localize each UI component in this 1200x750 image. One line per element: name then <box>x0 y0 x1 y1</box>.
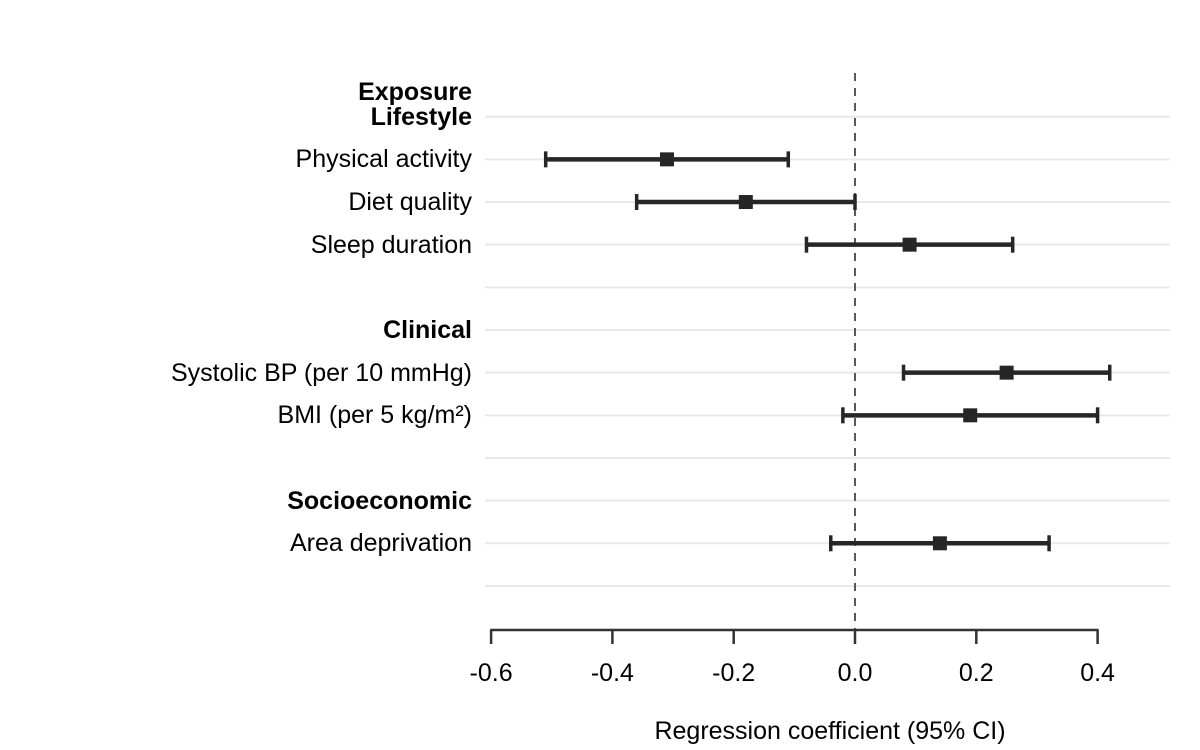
x-axis-tick-label: -0.6 <box>469 659 513 687</box>
exposure-row-label: Area deprivation <box>289 529 472 558</box>
point-estimate-marker <box>999 365 1014 380</box>
point-estimate-marker <box>902 237 917 252</box>
exposure-row-label: BMI (per 5 kg/m²) <box>277 401 472 430</box>
x-axis-tick-label: -0.2 <box>712 659 756 687</box>
x-axis-tick-label: 0.4 <box>1080 659 1115 687</box>
point-estimate-marker <box>659 152 674 167</box>
point-estimate-marker <box>738 195 753 210</box>
x-axis-title: Regression coefficient (95% CI) <box>654 717 1006 745</box>
exposure-row-label: Physical activity <box>295 145 472 174</box>
exposure-row-label: Sleep duration <box>310 230 472 259</box>
exposure-row-label: Diet quality <box>348 188 472 217</box>
point-estimate-marker <box>932 536 947 551</box>
column-header-exposure: Exposure <box>358 78 472 106</box>
x-axis-tick-label: -0.4 <box>590 659 634 687</box>
group-header-label: Clinical <box>383 316 472 344</box>
x-axis-tick-label: 0.2 <box>958 659 994 687</box>
group-header-label: Lifestyle <box>370 102 472 131</box>
exposure-row-label: Systolic BP (per 10 mmHg) <box>170 358 472 387</box>
group-header-label: Socioeconomic <box>287 486 472 515</box>
point-estimate-marker <box>963 408 978 423</box>
x-axis-tick-label: 0.0 <box>837 659 873 687</box>
